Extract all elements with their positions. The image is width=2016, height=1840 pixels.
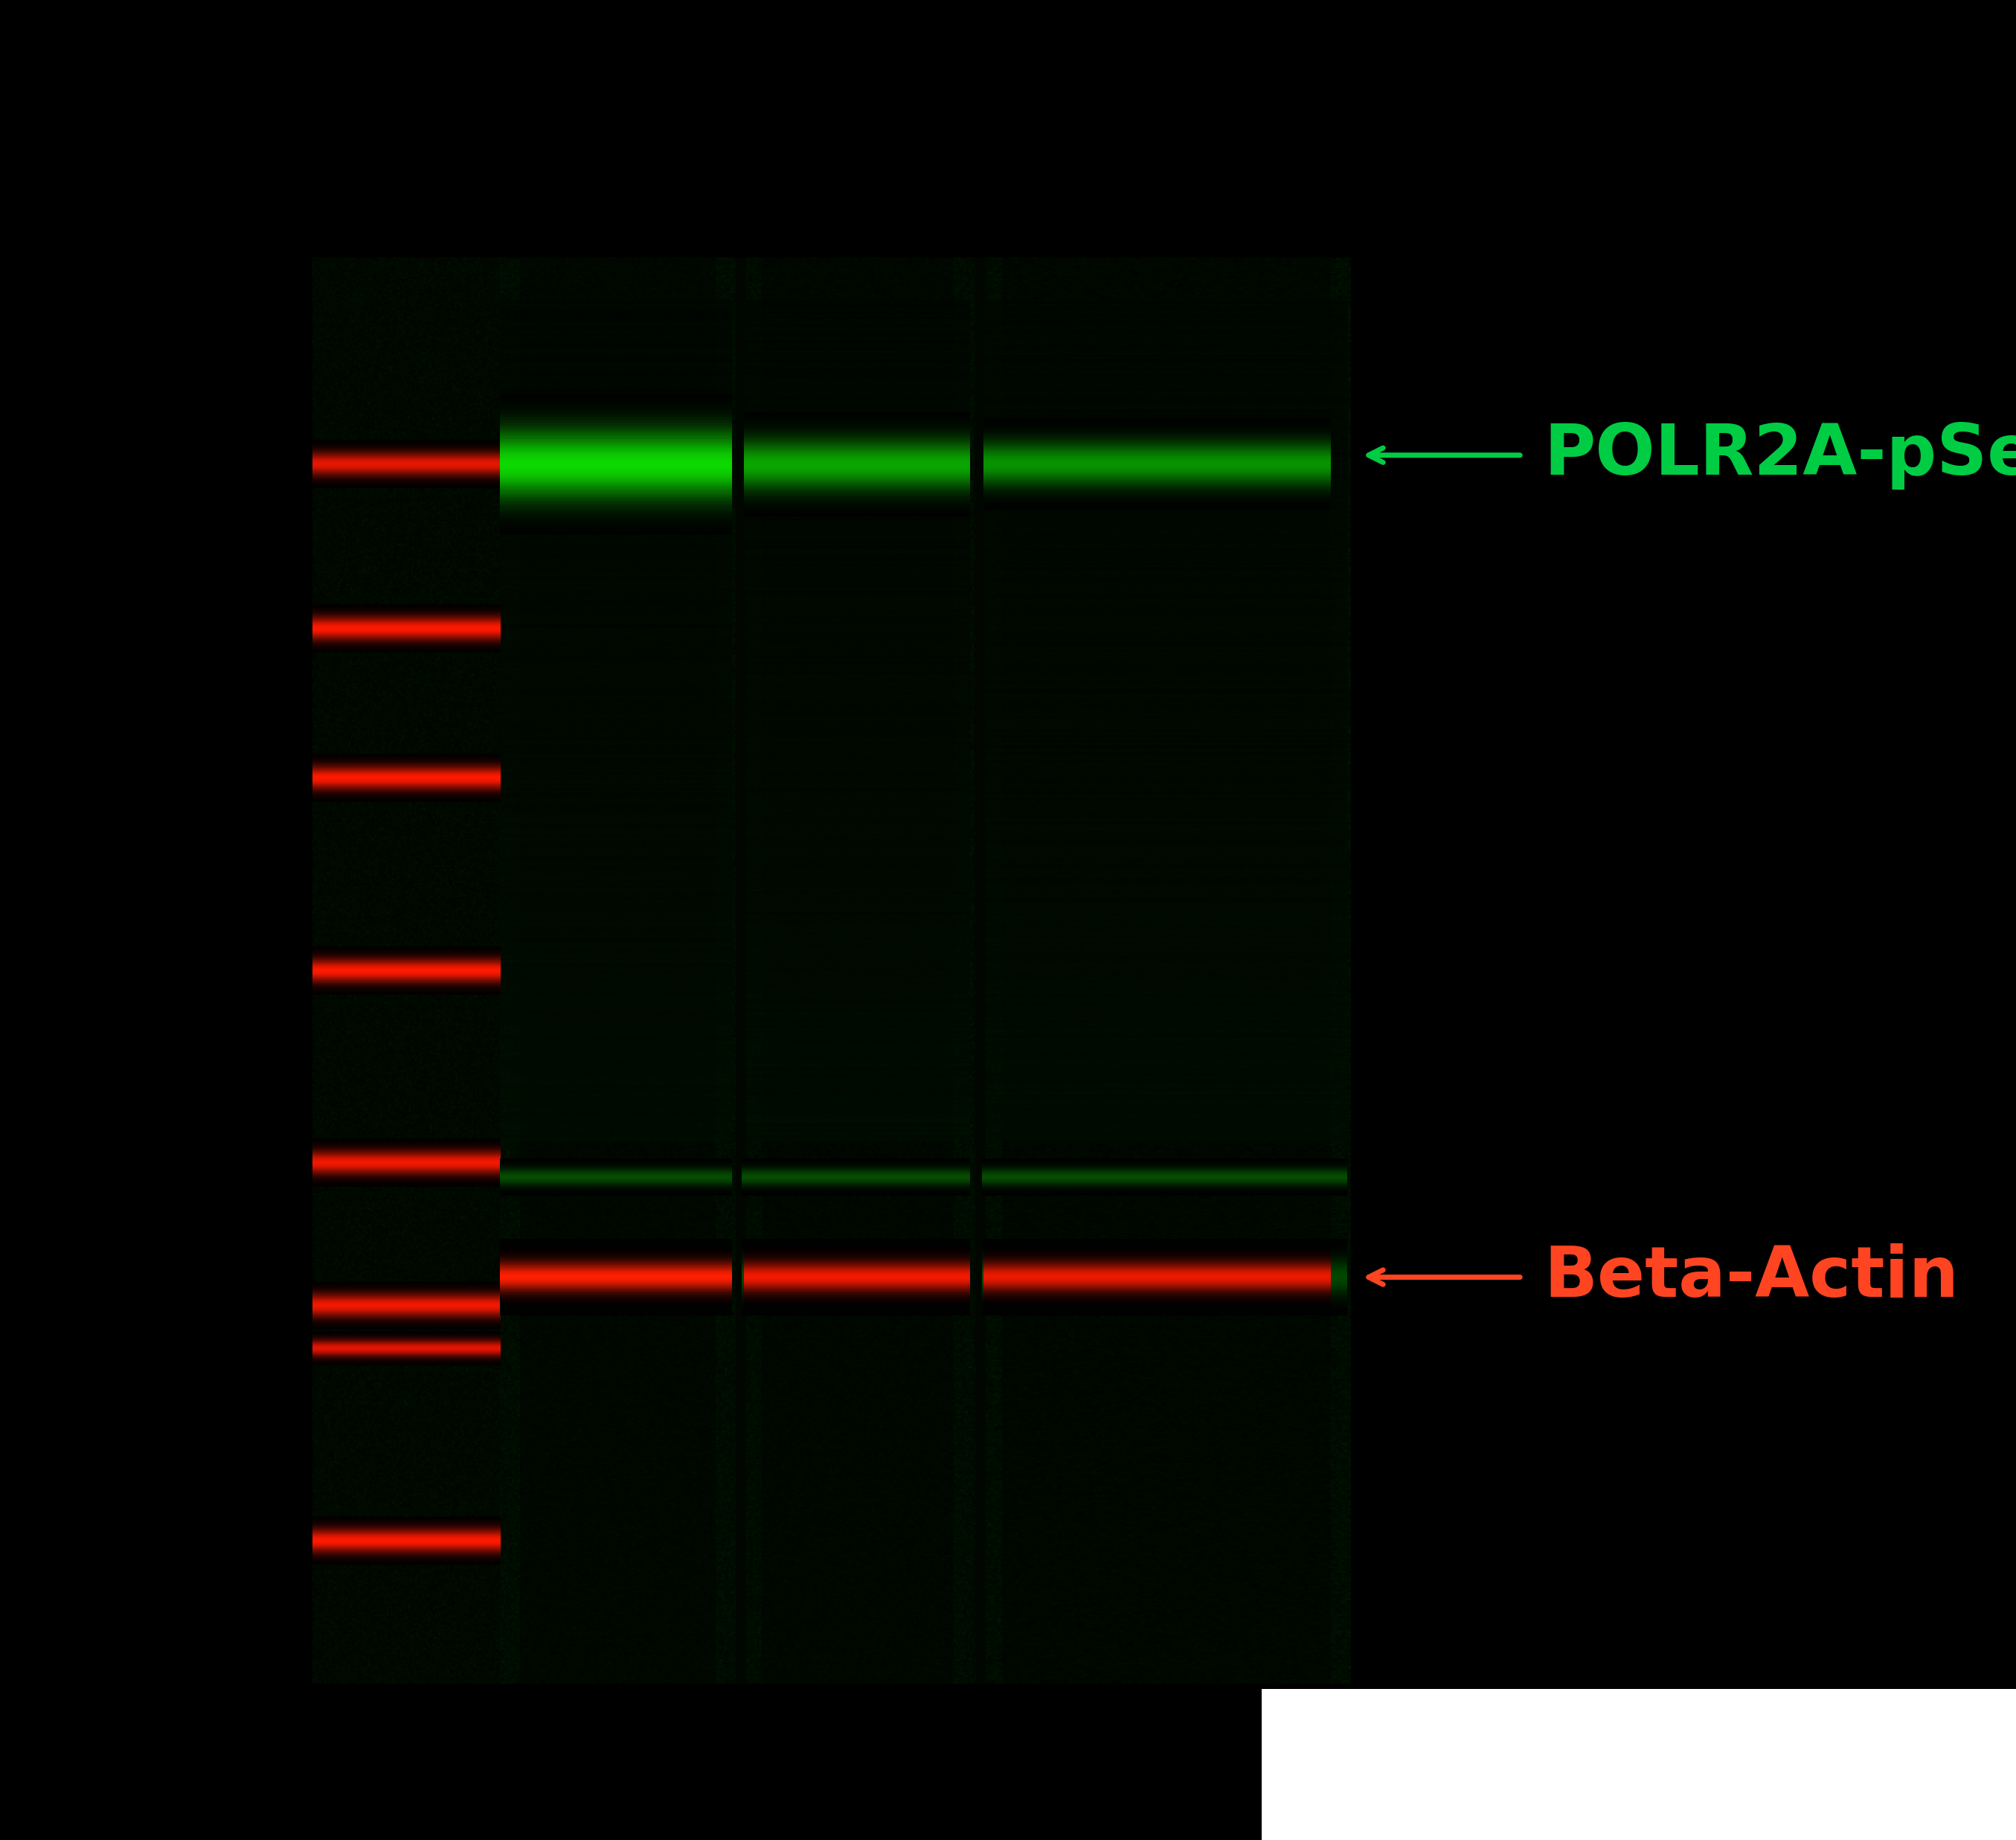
Bar [736, 258, 746, 1684]
Text: Beta-Actin: Beta-Actin [1544, 1244, 1960, 1312]
Text: POLR2A-pSer2: POLR2A-pSer2 [1544, 421, 2016, 489]
Bar [1262, 1689, 2016, 1840]
Bar [976, 258, 986, 1684]
